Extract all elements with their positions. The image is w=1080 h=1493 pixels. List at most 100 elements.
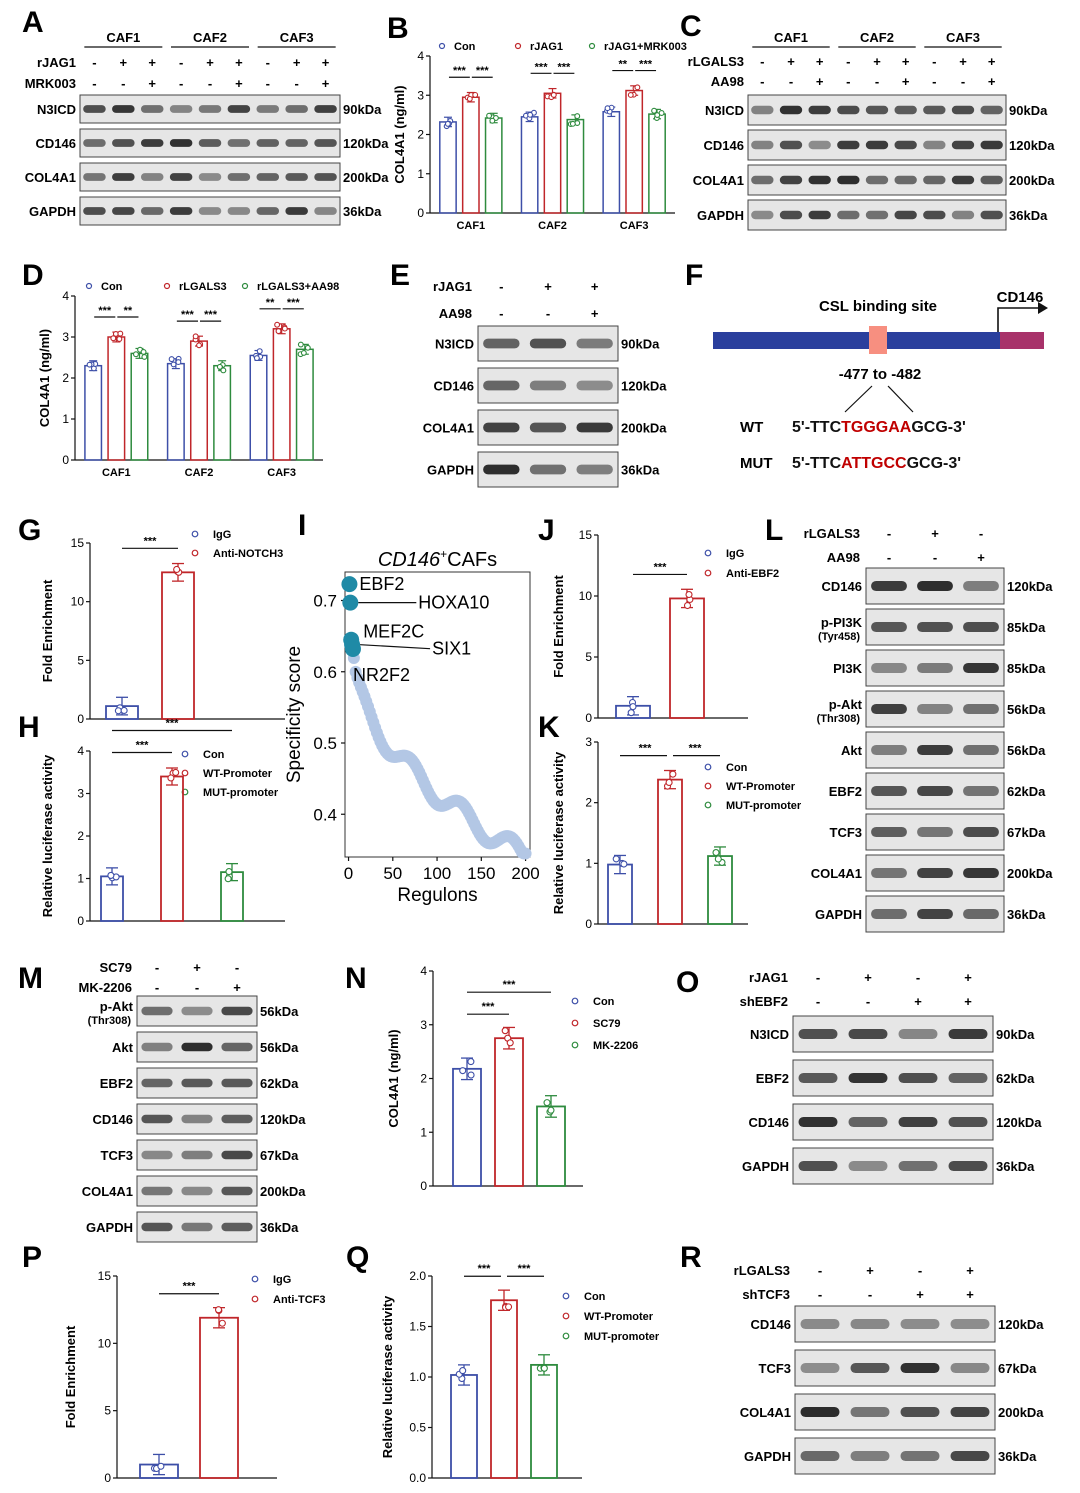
blot-band [950,1318,990,1330]
protein-label: COL4A1 [693,173,744,188]
data-point [141,353,148,360]
bar [536,1105,566,1187]
blot-band [980,105,1003,115]
blot-band [141,1222,173,1232]
blot-band [314,207,337,215]
significance-label: *** [558,61,572,73]
blot-band [779,105,803,115]
blot-band [221,1006,253,1016]
legend-entry: Con [593,996,615,1008]
blot-band [798,1072,838,1084]
legend-marker [191,530,199,538]
significance-label: *** [639,59,653,71]
significance-label: *** [503,979,517,991]
blot-band [900,1318,940,1330]
kda-label: 56kDa [260,1004,299,1019]
bar [450,1374,478,1479]
blot-band [951,140,975,150]
blot-band [83,173,106,181]
blot-band [894,105,917,115]
panel-label-a: A [22,6,44,39]
data-point [175,359,182,366]
regulon-label: NR2F2 [353,665,410,685]
treatment-sign: + [977,550,985,565]
protein-label: Akt [841,743,863,758]
kda-label: 120kDa [1009,138,1055,153]
kda-label: 200kDa [343,170,389,185]
blot-strip-p-akt [136,995,258,1027]
csl-site-box [869,326,887,354]
significance-label: *** [518,1263,532,1275]
blot-band [871,621,907,633]
blot-strip-gapdh [792,1147,994,1185]
blot-band [141,1078,173,1088]
panel-label-b: B [387,12,409,45]
protein-label: GAPDH [815,907,862,922]
significance-label: *** [166,718,180,730]
y-tick-label: 5 [104,1404,111,1418]
sequence-part: 5'-TTC [792,455,842,472]
treatment-label: AA98 [711,74,744,89]
protein-label: CD146 [704,138,744,153]
blot-band [83,139,106,147]
kda-label: 36kDa [260,1220,299,1235]
data-point [685,590,693,599]
blot-band [798,1160,838,1172]
blot-band [221,1042,253,1052]
kda-label: 200kDa [1009,173,1055,188]
legend-entry: MUT-promoter [203,787,279,799]
significance-label: *** [204,309,218,321]
kda-label: 36kDa [1009,208,1048,223]
protein-label: p-Akt [829,697,863,712]
kda-label: 67kDa [1007,825,1046,840]
blot-band [140,105,164,113]
sequence-type-label: MUT [740,455,773,472]
binding-site-label: CSL binding site [819,298,937,315]
blot-band [950,1406,990,1418]
blot-band [917,580,953,592]
data-point [459,1067,467,1075]
treatment-sign: - [979,526,983,541]
blot-band [181,1186,213,1196]
blot-strip-gapdh [477,451,619,488]
blot-band [923,210,946,220]
data-point [574,113,581,120]
blot-band [948,1116,988,1128]
legend-entry: MK-2206 [593,1040,638,1052]
protein-label: COL4A1 [740,1405,791,1420]
treatment-sign: + [864,970,872,985]
kda-label: 36kDa [343,204,382,219]
blot-strip-akt [865,731,1005,769]
blot-strip-col4a1 [865,854,1005,892]
data-point [116,336,123,342]
y-tick-label: 1 [77,872,84,886]
treatment-sign: + [787,54,795,69]
y-axis-title: COL4A1 (ng/ml) [386,1029,401,1127]
blot-band [848,1028,888,1040]
bar [452,1067,482,1187]
treatment-sign: + [235,76,243,91]
treatment-sign: - [887,526,891,541]
kda-label: 120kDa [998,1317,1044,1332]
legend-marker [588,42,596,50]
treatment-sign: - [789,74,793,89]
treatment-label: shTCF3 [742,1287,790,1302]
blot-band [256,207,280,215]
data-point [110,335,117,342]
y-tick-label: 15 [98,1269,112,1283]
x-tick-label: CAF3 [267,467,296,479]
treatment-sign: - [266,76,270,91]
kda-label: 120kDa [1007,579,1053,594]
panel-label-g: G [18,514,41,547]
group-label: CAF3 [280,30,314,45]
significance-label: *** [639,743,653,755]
blot-band [948,1160,988,1172]
blot-band [169,173,193,181]
y-axis-title: Relative luciferase activity [551,751,566,914]
protein-label: Akt [112,1040,134,1055]
data-point [214,1306,223,1314]
blot-band [227,173,251,181]
blot-strip-pi3k [865,649,1005,687]
blot-band [963,867,999,879]
blot-band [808,175,831,185]
